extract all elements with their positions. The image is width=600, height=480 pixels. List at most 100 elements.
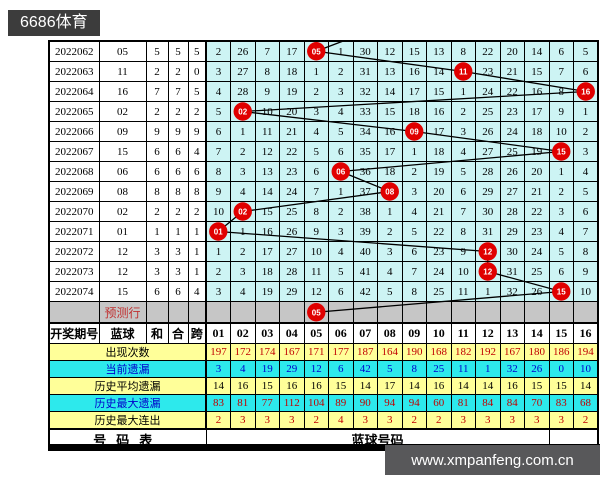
left-column-header: 开奖期号 bbox=[48, 322, 100, 344]
omission-cell: 1 bbox=[205, 241, 231, 262]
ball-column-header: 05 bbox=[303, 322, 329, 344]
stat-value-cell: 4 bbox=[230, 360, 256, 378]
period-cell: 2022069 bbox=[48, 181, 100, 202]
stat-value-cell: 6 bbox=[328, 360, 354, 378]
prediction-cell bbox=[450, 301, 476, 324]
omission-cell: 4 bbox=[328, 241, 354, 262]
omission-cell: 19 bbox=[254, 281, 280, 302]
stat-value-cell: 168 bbox=[426, 343, 452, 361]
omission-cell: 3 bbox=[230, 161, 256, 182]
period-cell: 2022066 bbox=[48, 121, 100, 142]
omission-cell: 23 bbox=[524, 221, 550, 242]
website-watermark: www.xmpanfeng.com.cn bbox=[385, 445, 600, 475]
omission-cell: 1 bbox=[328, 181, 354, 202]
ball-column-header: 09 bbox=[401, 322, 427, 344]
omission-cell: 3 bbox=[205, 281, 231, 302]
draw-row: 2022071 01 1 1 1 1 16 26 9 3 39 2 5 22 8 31 29 23 4 7 bbox=[48, 221, 599, 242]
stat-label-cell: 历史平均遗漏 bbox=[48, 377, 207, 395]
stat-value-cell: 3 bbox=[548, 411, 574, 430]
trend-table: 2022062 05 5 5 5 2 26 7 17 1 30 12 15 13 8 22 20 14 6 5 2022… bbox=[48, 40, 599, 451]
sum-cell: 5 bbox=[145, 40, 169, 62]
omission-cell: 26 bbox=[499, 161, 525, 182]
omission-cell: 4 bbox=[401, 201, 427, 222]
prediction-cell bbox=[377, 301, 403, 324]
span-cell: 4 bbox=[187, 281, 207, 302]
stat-value-cell: 14 bbox=[401, 377, 427, 395]
omission-cell: 27 bbox=[230, 61, 256, 82]
omission-cell: 25 bbox=[499, 141, 525, 162]
omission-cell: 7 bbox=[205, 141, 231, 162]
omission-cell: 16 bbox=[401, 61, 427, 82]
span-cell: 2 bbox=[187, 101, 207, 122]
omission-cell: 22 bbox=[426, 221, 452, 242]
stat-value-cell: 84 bbox=[475, 394, 501, 412]
stat-value-cell: 81 bbox=[450, 394, 476, 412]
column-header-row: 开奖期号 蓝球和合跨 01 02 03 04 05 06 07 08 09 10 11 12 13 14 15 1… bbox=[48, 322, 599, 344]
prediction-row-label: 预测行 bbox=[98, 301, 147, 324]
draw-row: 2022063 11 2 2 0 3 27 8 18 1 2 31 13 16 14 23 21 15 7 6 bbox=[48, 61, 599, 82]
stat-value-cell: 3 bbox=[377, 411, 403, 430]
ball-column-header: 12 bbox=[475, 322, 501, 344]
omission-cell: 5 bbox=[450, 161, 476, 182]
omission-cell: 24 bbox=[524, 241, 550, 262]
omission-cell: 26 bbox=[475, 121, 501, 142]
stat-value-cell: 90 bbox=[352, 394, 378, 412]
omission-cell: 3 bbox=[328, 221, 354, 242]
omission-cell: 10 bbox=[573, 281, 599, 302]
omission-cell: 1 bbox=[401, 141, 427, 162]
prediction-cell bbox=[230, 301, 256, 324]
omission-cell: 41 bbox=[352, 261, 378, 282]
omission-cell: 26 bbox=[230, 40, 256, 62]
prediction-cell bbox=[573, 301, 599, 324]
omission-cell: 8 bbox=[254, 61, 280, 82]
stat-value-cell: 5 bbox=[377, 360, 403, 378]
hit-cell bbox=[230, 201, 256, 222]
ball-column-header: 03 bbox=[254, 322, 280, 344]
omission-cell: 1 bbox=[377, 201, 403, 222]
period-cell: 2022067 bbox=[48, 141, 100, 162]
stat-value-cell: 16 bbox=[279, 377, 305, 395]
tail-cell: 6 bbox=[167, 141, 189, 162]
blue-ball-value: 12 bbox=[98, 241, 147, 262]
omission-cell: 1 bbox=[573, 101, 599, 122]
stat-value-cell: 0 bbox=[548, 360, 574, 378]
sum-cell: 6 bbox=[145, 141, 169, 162]
stat-value-cell: 17 bbox=[377, 377, 403, 395]
omission-cell: 8 bbox=[303, 201, 329, 222]
prediction-cell bbox=[401, 301, 427, 324]
stat-value-cell: 1 bbox=[475, 360, 501, 378]
tail-cell: 2 bbox=[167, 201, 189, 222]
span-cell: 1 bbox=[187, 261, 207, 282]
stat-label-cell: 历史最大遗漏 bbox=[48, 394, 207, 412]
omission-cell: 18 bbox=[377, 161, 403, 182]
sum-cell: 8 bbox=[145, 181, 169, 202]
ball-column-header: 16 bbox=[573, 322, 599, 344]
omission-cell: 7 bbox=[254, 40, 280, 62]
ball-column-header: 15 bbox=[548, 322, 574, 344]
stat-value-cell: 84 bbox=[499, 394, 525, 412]
omission-cell: 17 bbox=[401, 81, 427, 102]
stat-value-cell: 15 bbox=[254, 377, 280, 395]
sum-cell: 3 bbox=[145, 261, 169, 282]
omission-cell: 33 bbox=[352, 101, 378, 122]
omission-cell: 1 bbox=[303, 61, 329, 82]
omission-cell: 31 bbox=[475, 221, 501, 242]
omission-cell: 4 bbox=[205, 81, 231, 102]
stat-value-cell: 3 bbox=[254, 411, 280, 430]
stat-value-cell: 26 bbox=[524, 360, 550, 378]
omission-cell: 38 bbox=[352, 201, 378, 222]
stat-value-cell: 15 bbox=[548, 377, 574, 395]
draw-row: 2022062 05 5 5 5 2 26 7 17 1 30 12 15 13 8 22 20 14 6 5 bbox=[48, 40, 599, 62]
omission-cell: 4 bbox=[328, 101, 354, 122]
omission-cell: 20 bbox=[279, 101, 305, 122]
omission-cell: 30 bbox=[352, 40, 378, 62]
omission-cell: 42 bbox=[352, 281, 378, 302]
stat-value-cell: 194 bbox=[573, 343, 599, 361]
omission-cell: 2 bbox=[548, 181, 574, 202]
stat-value-cell: 192 bbox=[475, 343, 501, 361]
omission-cell: 5 bbox=[573, 181, 599, 202]
omission-cell: 13 bbox=[254, 161, 280, 182]
sum-cell: 2 bbox=[145, 201, 169, 222]
tail-cell: 2 bbox=[167, 61, 189, 82]
omission-cell: 6 bbox=[401, 241, 427, 262]
